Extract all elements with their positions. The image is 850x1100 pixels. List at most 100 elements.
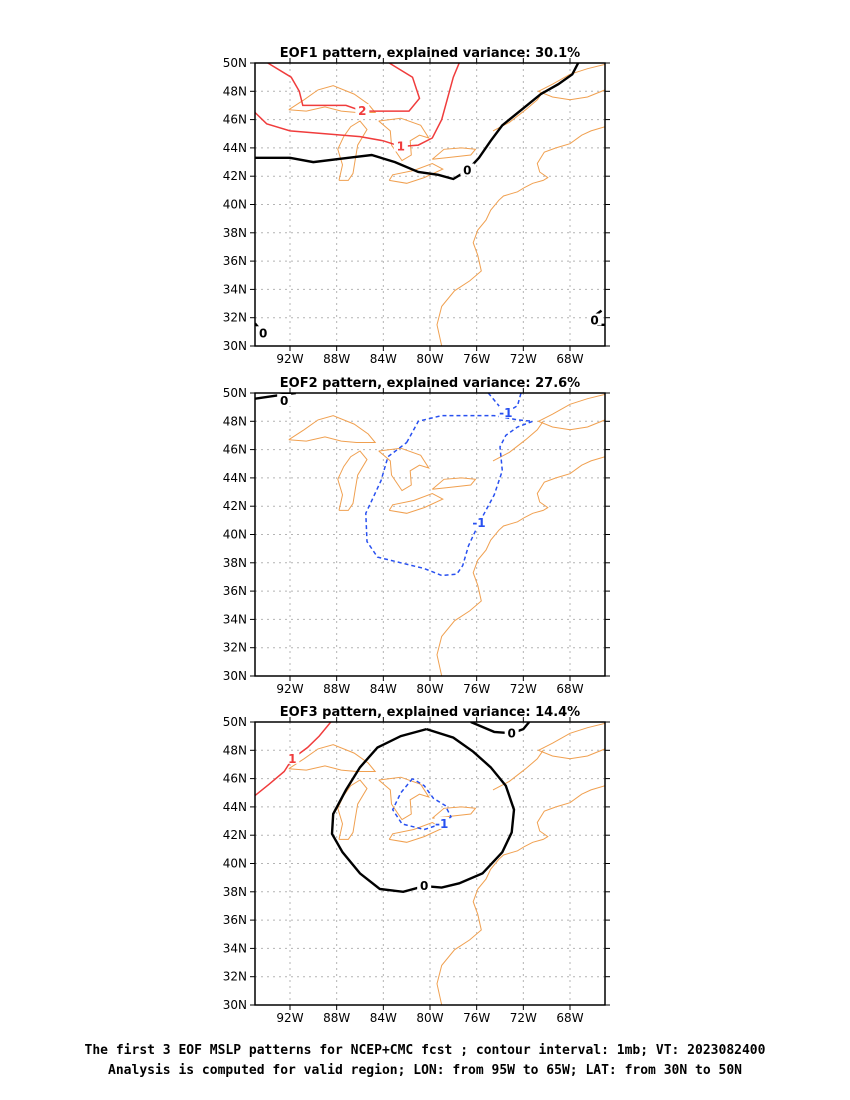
contour-label: 0	[507, 726, 515, 740]
coastline	[378, 447, 430, 492]
contour-label-bg	[460, 163, 475, 176]
contour-line	[267, 63, 421, 112]
y-tick-label: 50N	[223, 386, 247, 400]
contour-line	[255, 63, 580, 181]
y-tick-label: 44N	[223, 800, 247, 814]
x-tick-label: 84W	[370, 1011, 397, 1025]
contour-label: -1	[499, 406, 512, 420]
y-tick-label: 38N	[223, 556, 247, 570]
y-tick-label: 30N	[223, 339, 247, 353]
caption-line-1: The first 3 EOF MSLP patterns for NCEP+C…	[84, 1043, 766, 1058]
y-tick-label: 50N	[223, 715, 247, 729]
contour-line	[330, 727, 516, 894]
contour-label-bg	[434, 816, 449, 829]
x-tick-label: 72W	[510, 1011, 537, 1025]
eof1-panel: EOF1 pattern, explained variance: 30.1% 2…	[223, 46, 610, 366]
contour-label-bg	[393, 139, 408, 152]
y-tick-label: 48N	[223, 743, 247, 757]
contour-line	[487, 393, 522, 414]
y-tick-label: 38N	[223, 226, 247, 240]
coastline	[436, 785, 605, 1005]
y-tick-label: 32N	[223, 641, 247, 655]
y-tick-label: 32N	[223, 311, 247, 325]
contour-label: 0	[590, 314, 598, 328]
x-tick-label: 84W	[370, 682, 397, 696]
y-tick-label: 36N	[223, 584, 247, 598]
panel-title: EOF3 pattern, explained variance: 14.4%	[280, 705, 580, 720]
x-tick-label: 72W	[510, 682, 537, 696]
x-tick-label: 88W	[323, 682, 350, 696]
y-tick-label: 50N	[223, 56, 247, 70]
y-tick-label: 44N	[223, 471, 247, 485]
contour-label: 0	[280, 394, 288, 408]
y-tick-label: 46N	[223, 772, 247, 786]
y-tick-label: 46N	[223, 113, 247, 127]
contour-label: 0	[420, 879, 428, 893]
x-tick-label: 92W	[276, 682, 303, 696]
x-tick-label: 92W	[276, 352, 303, 366]
coastline	[537, 393, 605, 431]
map-area: 0 -1 -1	[255, 393, 605, 676]
y-tick-label: 44N	[223, 141, 247, 155]
contour-label-bg	[285, 751, 300, 764]
coastline	[378, 776, 430, 821]
coastline	[436, 126, 605, 346]
coastline	[492, 750, 544, 791]
x-tick-label: 76W	[463, 352, 490, 366]
y-tick-label: 30N	[223, 998, 247, 1012]
coastline	[431, 477, 477, 490]
coastline	[492, 421, 544, 462]
contour-label: 2	[358, 104, 366, 118]
x-tick-label: 80W	[416, 352, 443, 366]
x-tick-label: 88W	[323, 1011, 350, 1025]
coastline	[337, 450, 368, 511]
x-tick-label: 72W	[510, 352, 537, 366]
coastline	[537, 722, 605, 760]
coastline	[388, 492, 444, 514]
eof2-panel: EOF2 pattern, explained variance: 27.6% 0…	[223, 376, 610, 696]
contour-label: 0	[463, 164, 471, 178]
contour-label-bg	[355, 104, 370, 117]
panel-title: EOF1 pattern, explained variance: 30.1%	[280, 46, 580, 61]
y-tick-label: 48N	[223, 84, 247, 98]
y-tick-label: 40N	[223, 198, 247, 212]
contour-label-bg	[504, 726, 519, 739]
coastline	[537, 63, 605, 101]
contour-label: 0	[259, 326, 267, 340]
panel-title: EOF2 pattern, explained variance: 27.6%	[280, 376, 580, 391]
contour-label: -1	[435, 817, 448, 831]
y-tick-label: 32N	[223, 970, 247, 984]
x-tick-label: 76W	[463, 682, 490, 696]
y-tick-label: 36N	[223, 913, 247, 927]
y-tick-label: 38N	[223, 885, 247, 899]
x-tick-label: 80W	[416, 682, 443, 696]
x-tick-label: 88W	[323, 352, 350, 366]
x-tick-label: 84W	[370, 352, 397, 366]
eof3-panel: EOF3 pattern, explained variance: 14.4% 1…	[223, 705, 610, 1025]
y-tick-label: 42N	[223, 499, 247, 513]
map-area: 2 1 0 0 0	[255, 63, 605, 346]
y-tick-label: 42N	[223, 828, 247, 842]
x-tick-label: 68W	[556, 682, 583, 696]
contour-label-bg	[472, 516, 486, 529]
coastline	[388, 162, 444, 184]
x-tick-label: 76W	[463, 1011, 490, 1025]
y-tick-label: 34N	[223, 612, 247, 626]
y-tick-label: 46N	[223, 443, 247, 457]
coastline	[431, 806, 477, 819]
coastline	[288, 744, 377, 772]
coastline	[337, 120, 368, 181]
x-tick-label: 68W	[556, 1011, 583, 1025]
coastline	[337, 779, 368, 840]
contour-label-bg	[587, 313, 602, 326]
contour-label: -1	[472, 516, 485, 530]
y-tick-label: 34N	[223, 941, 247, 955]
y-tick-label: 42N	[223, 169, 247, 183]
contour-line	[391, 777, 452, 831]
contour-label-bg	[256, 326, 271, 339]
x-tick-label: 80W	[416, 1011, 443, 1025]
contour-label-bg	[277, 394, 292, 406]
contour-label: 1	[397, 139, 405, 153]
y-tick-label: 34N	[223, 282, 247, 296]
x-tick-label: 92W	[276, 1011, 303, 1025]
